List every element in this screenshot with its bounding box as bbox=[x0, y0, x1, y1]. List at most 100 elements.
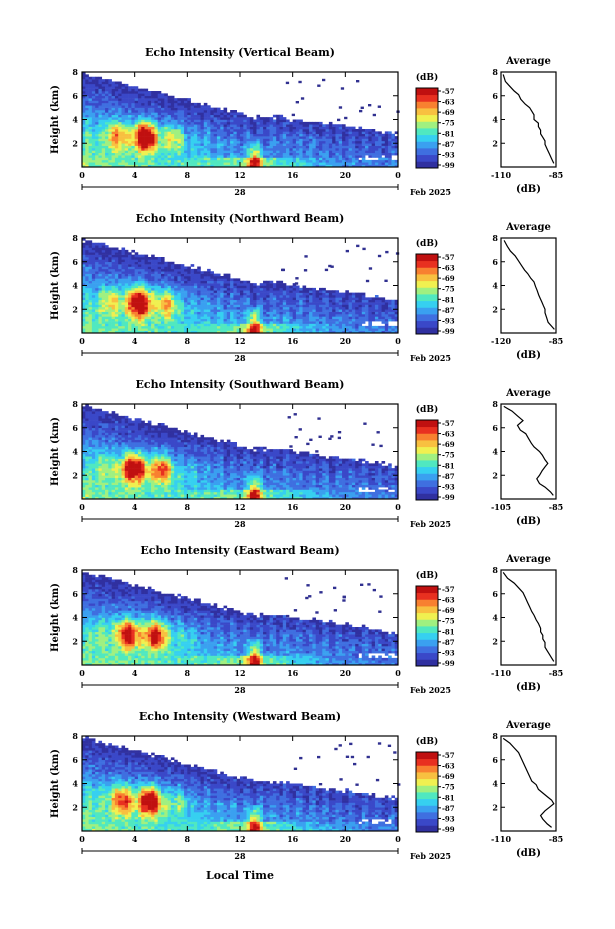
heatmap-cell bbox=[233, 129, 238, 132]
heatmap-cell bbox=[147, 107, 152, 111]
heatmap-cell bbox=[263, 150, 267, 154]
heatmap-cell bbox=[105, 311, 109, 315]
heatmap-cell bbox=[286, 302, 290, 305]
heatmap-cell bbox=[295, 309, 300, 312]
heatmap-cell bbox=[325, 140, 330, 144]
heatmap-cell bbox=[177, 295, 182, 298]
heatmap-cell bbox=[246, 316, 251, 320]
heatmap-cell bbox=[190, 131, 195, 135]
heatmap-cell bbox=[141, 100, 145, 104]
heatmap-cell bbox=[246, 138, 251, 142]
heatmap-cell bbox=[348, 155, 353, 158]
heatmap-cell bbox=[289, 318, 293, 322]
heatmap-cell bbox=[332, 314, 336, 317]
heatmap-cell bbox=[289, 321, 293, 324]
heatmap-cell bbox=[272, 136, 277, 139]
heatmap-cell bbox=[243, 162, 247, 165]
heatmap-cell bbox=[157, 107, 162, 111]
heatmap-cell bbox=[164, 261, 168, 265]
heatmap-cell bbox=[141, 271, 145, 274]
heatmap-cell bbox=[184, 121, 188, 125]
heatmap-cell bbox=[118, 295, 122, 298]
heatmap-cell bbox=[223, 133, 228, 137]
heatmap-cell bbox=[85, 126, 89, 130]
heatmap-cell bbox=[295, 159, 300, 163]
heatmap-cell bbox=[128, 140, 132, 144]
heatmap-cell bbox=[137, 114, 142, 118]
heatmap-cell bbox=[167, 318, 172, 322]
heatmap-cell bbox=[210, 316, 214, 320]
heatmap-cell bbox=[276, 306, 280, 310]
heatmap-cell bbox=[118, 290, 122, 293]
heatmap-cell bbox=[187, 152, 191, 156]
heatmap-cell bbox=[190, 148, 195, 151]
heatmap-cell bbox=[157, 91, 162, 94]
heatmap-cell bbox=[276, 285, 280, 289]
heatmap-cell bbox=[197, 148, 201, 151]
heatmap-cell bbox=[82, 278, 86, 282]
heatmap-cell bbox=[101, 136, 106, 139]
heatmap-cell bbox=[384, 131, 389, 135]
heatmap-cell bbox=[85, 107, 89, 111]
heatmap-cell bbox=[170, 297, 175, 301]
heatmap-cell bbox=[170, 143, 175, 146]
heatmap-cell bbox=[203, 136, 208, 139]
beam-panel: Echo Intensity (Vertical Beam)0 4 8 12 16 20 0… bbox=[50, 46, 563, 197]
heatmap-cell bbox=[388, 155, 392, 158]
heatmap-cell bbox=[101, 242, 106, 246]
heatmap-cell bbox=[82, 105, 86, 108]
heatmap-cell bbox=[137, 136, 142, 139]
heatmap-cell bbox=[388, 311, 392, 315]
heatmap-cell bbox=[91, 287, 96, 291]
heatmap-cell bbox=[85, 155, 89, 158]
heatmap-cell bbox=[190, 159, 195, 163]
heatmap-cell bbox=[187, 311, 191, 315]
heatmap-cell bbox=[174, 129, 178, 132]
heatmap-cell bbox=[289, 126, 293, 130]
heatmap-cell bbox=[233, 292, 238, 296]
heatmap-cell bbox=[141, 280, 145, 284]
heatmap-cell bbox=[259, 155, 264, 158]
heatmap-cell bbox=[335, 290, 340, 293]
heatmap-cell bbox=[190, 323, 195, 327]
heatmap-cell bbox=[141, 283, 145, 286]
heatmap-cell bbox=[200, 321, 205, 324]
heatmap-cell bbox=[141, 304, 145, 308]
heatmap-cell bbox=[111, 155, 116, 158]
heatmap-cell bbox=[391, 325, 396, 329]
heatmap-cell bbox=[312, 309, 317, 312]
heatmap-cell bbox=[118, 330, 122, 334]
heatmap-cell bbox=[105, 321, 109, 324]
heatmap-cell bbox=[243, 145, 247, 149]
heatmap-cell bbox=[164, 311, 168, 315]
heatmap-cell bbox=[279, 157, 284, 161]
heatmap-cell bbox=[197, 306, 201, 310]
heatmap-cell bbox=[302, 287, 307, 291]
heatmap-cell bbox=[269, 295, 274, 298]
heatmap-cell bbox=[170, 318, 175, 322]
heatmap-cell bbox=[128, 292, 132, 296]
heatmap-cell bbox=[371, 304, 376, 308]
heatmap-cell bbox=[207, 131, 211, 135]
heatmap-cell bbox=[193, 302, 198, 305]
heatmap-cell bbox=[309, 309, 313, 312]
heatmap-cell bbox=[167, 159, 172, 163]
heatmap-cell bbox=[289, 121, 293, 125]
heatmap-cell bbox=[302, 325, 307, 329]
heatmap-cell bbox=[111, 321, 116, 324]
heatmap-cell bbox=[101, 140, 106, 144]
heatmap-cell bbox=[256, 152, 261, 156]
heatmap-cell bbox=[134, 124, 139, 127]
heatmap-cell bbox=[177, 150, 182, 154]
heatmap-cell bbox=[105, 247, 109, 251]
heatmap-cell bbox=[137, 131, 142, 135]
heatmap-cell bbox=[203, 283, 208, 286]
heatmap-cell bbox=[282, 330, 287, 334]
heatmap-cell bbox=[121, 285, 126, 289]
heatmap-cell bbox=[105, 280, 109, 284]
heatmap-cell bbox=[203, 309, 208, 312]
heatmap-cell bbox=[98, 249, 103, 253]
heatmap-cell bbox=[164, 273, 168, 277]
heatmap-cell bbox=[315, 325, 320, 329]
heatmap-cell bbox=[101, 245, 106, 248]
